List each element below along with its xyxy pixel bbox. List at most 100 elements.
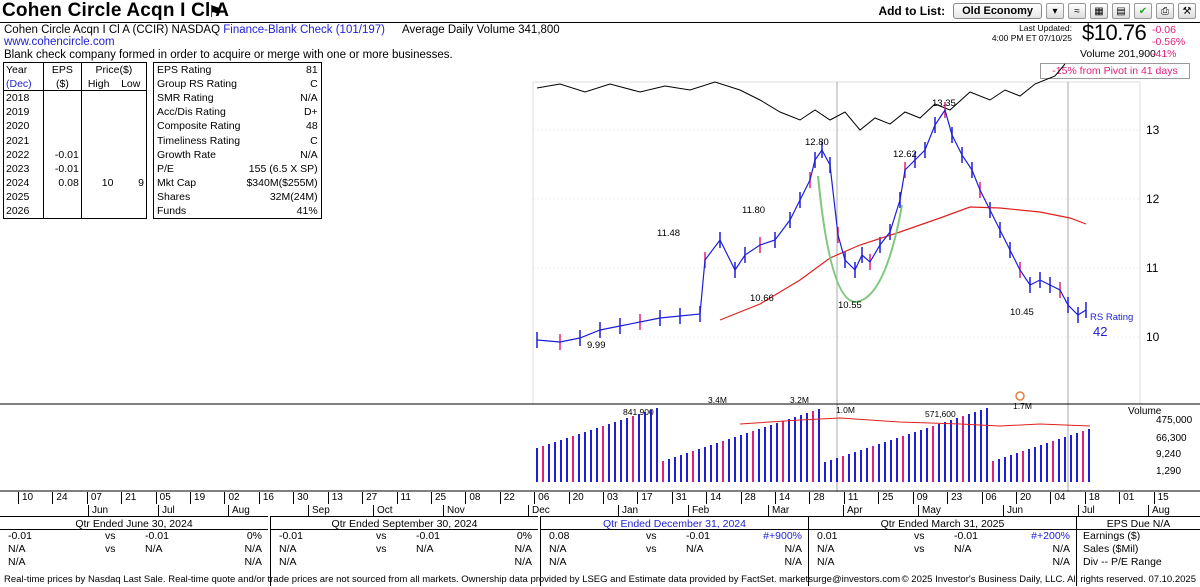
date-axis: 10 24 07 21 05 19 02 16 30 13 27 11 25 08 22 06 20 03 17 31… xyxy=(18,492,1198,516)
date-tick-label: 02 xyxy=(224,492,240,504)
check-icon[interactable]: ✔ xyxy=(1134,3,1152,19)
price-annotation: 13.35 xyxy=(932,98,956,109)
quarter-title[interactable]: Qtr Ended December 31, 2024 xyxy=(541,516,808,530)
eps-cell-year: 2019 xyxy=(3,105,45,120)
rs-line xyxy=(536,63,1066,131)
date-tick-label: 07 xyxy=(86,492,102,504)
date-tick-label: 24 xyxy=(52,492,68,504)
eps-due-title: EPS Due N/A xyxy=(1077,516,1200,530)
quarter-row: N/A N/A xyxy=(271,556,538,569)
month-label: Jul xyxy=(1078,505,1095,516)
quarter-cell: #+900% xyxy=(763,530,802,542)
change-pct: -0.56% xyxy=(1152,36,1186,48)
month-label: Mar xyxy=(768,505,789,516)
quarter-title[interactable]: Qtr Ended March 31, 2025 xyxy=(809,516,1076,530)
quarter-row: 0.08 vs -0.01 #+900% xyxy=(541,530,808,543)
print-icon[interactable]: ⎙ xyxy=(1156,3,1174,19)
quarter-cell: N/A xyxy=(784,556,802,568)
quarter-cell: N/A xyxy=(1052,556,1070,568)
col-dec-header[interactable]: (Dec) xyxy=(3,76,45,91)
quarter-column: Qtr Ended March 31, 2025 0.01 vs -0.01 #+200… xyxy=(808,516,1076,586)
eps-year-row: 2019 xyxy=(3,105,147,120)
table-icon[interactable]: ▤ xyxy=(1112,3,1130,19)
eps-cell-high xyxy=(81,148,115,162)
volume-pct: -41% xyxy=(1152,48,1177,60)
quarter-cell: 0% xyxy=(516,530,532,542)
date-tick-label: 28 xyxy=(809,492,825,504)
current-price: $10.76 xyxy=(1082,20,1147,45)
website-link[interactable]: www.cohencircle.com xyxy=(4,36,115,48)
quarter-cell: 0% xyxy=(246,530,262,542)
eps-cell-low xyxy=(115,204,146,218)
rating-value: 48 xyxy=(305,120,318,133)
date-tick-label: 19 xyxy=(190,492,205,504)
eps-due-item[interactable]: Div -- P/E Range xyxy=(1083,556,1162,568)
date-tick-label: 15 xyxy=(1153,492,1169,504)
rating-label: Acc/Dis Rating xyxy=(157,106,226,119)
date-tick-label: 25 xyxy=(430,492,446,504)
industry-link[interactable]: Finance-Blank Check (101/197) xyxy=(223,24,385,36)
volume-today: Volume 201,900 xyxy=(1080,48,1156,60)
tools-icon[interactable]: ⚒ xyxy=(1178,3,1196,19)
company-name: Cohen Circle Acqn I Cl A xyxy=(4,24,130,36)
chart-icon[interactable]: ≈ xyxy=(1068,3,1086,19)
volume-axis-label: Volume xyxy=(1128,406,1162,417)
eps-year-row: 2022 -0.01 xyxy=(3,147,147,162)
volume-annotation: 3.4M xyxy=(708,395,727,405)
quarter-title[interactable]: Qtr Ended September 30, 2024 xyxy=(271,516,538,530)
month-label: Jul xyxy=(158,505,175,516)
quarter-cell: vs xyxy=(376,530,387,542)
eps-cell-high: 10 xyxy=(101,177,114,190)
rating-label: Composite Rating xyxy=(157,120,241,133)
eps-cell-eps: -0.01 xyxy=(43,161,82,176)
month-label: Feb xyxy=(688,505,709,516)
grid-layout-icon[interactable]: ▦ xyxy=(1090,3,1108,19)
price-annotation: 12.80 xyxy=(805,137,829,148)
eps-cell-low xyxy=(115,148,146,162)
volume-annotation: 571,600 xyxy=(925,409,956,419)
quarter-column: Qtr Ended September 30, 2024 -0.01 vs -0.01… xyxy=(270,516,538,586)
eps-year-row: 2025 xyxy=(3,190,147,205)
footer-disclaimer: Real-time prices by Nasdaq Last Sale. Re… xyxy=(4,574,901,585)
flag-icon[interactable]: ⚑ xyxy=(208,4,223,21)
date-tick-label: 30 xyxy=(293,492,308,504)
col-eps-unit: ($) xyxy=(43,76,82,91)
quarter-cell: N/A xyxy=(817,556,835,568)
pivot-note: -15% from Pivot in 41 days xyxy=(1040,63,1190,79)
quarter-cell: N/A xyxy=(549,556,567,568)
date-tick-label: 22 xyxy=(499,492,515,504)
quarter-title[interactable]: Qtr Ended June 30, 2024 xyxy=(0,516,268,530)
volume-annotation: 1.7M xyxy=(1013,401,1032,411)
eps-due-item[interactable]: Sales ($Mil) xyxy=(1083,543,1139,555)
quarter-cell: N/A xyxy=(784,543,802,555)
eps-due-item[interactable]: Earnings ($) xyxy=(1083,530,1141,542)
date-tick-label: 11 xyxy=(396,492,411,504)
earnings-marker-icon xyxy=(1015,391,1025,401)
date-tick-label: 25 xyxy=(878,492,893,504)
eps-cell-low xyxy=(115,133,146,147)
month-label: Aug xyxy=(228,505,250,516)
quarter-cell: -0.01 xyxy=(279,530,303,542)
rating-label: EPS Rating xyxy=(157,63,212,76)
rating-label: Shares xyxy=(157,191,191,204)
eps-year-row: 2026 xyxy=(3,204,147,219)
eps-cell-year: 2020 xyxy=(3,119,45,134)
quarter-cell: 0.01 xyxy=(817,530,838,542)
date-tick-label: 05 xyxy=(155,492,171,504)
eps-cell-eps: -0.01 xyxy=(43,147,82,162)
eps-cell-eps xyxy=(43,190,82,205)
date-tick-label: 08 xyxy=(465,492,480,504)
date-tick-label: 31 xyxy=(671,492,687,504)
last-updated-time: 4:00 PM ET 07/10/25 xyxy=(991,33,1072,43)
price-annotation: 11.80 xyxy=(742,205,765,216)
price-annotation: 10.66 xyxy=(750,293,774,304)
rating-value: 32M(24M) xyxy=(269,191,318,204)
list-select[interactable]: Old Economy xyxy=(953,3,1042,19)
date-tick-label: 11 xyxy=(843,492,858,504)
quarter-cell: N/A xyxy=(279,543,297,555)
rating-row: Group RS Rating C xyxy=(154,77,322,91)
dropdown-arrow-icon[interactable]: ▾ xyxy=(1046,3,1064,19)
quarter-cell: N/A xyxy=(244,543,262,555)
price-tick-label: 11 xyxy=(1146,261,1159,275)
date-tick-label: 17 xyxy=(637,492,653,504)
